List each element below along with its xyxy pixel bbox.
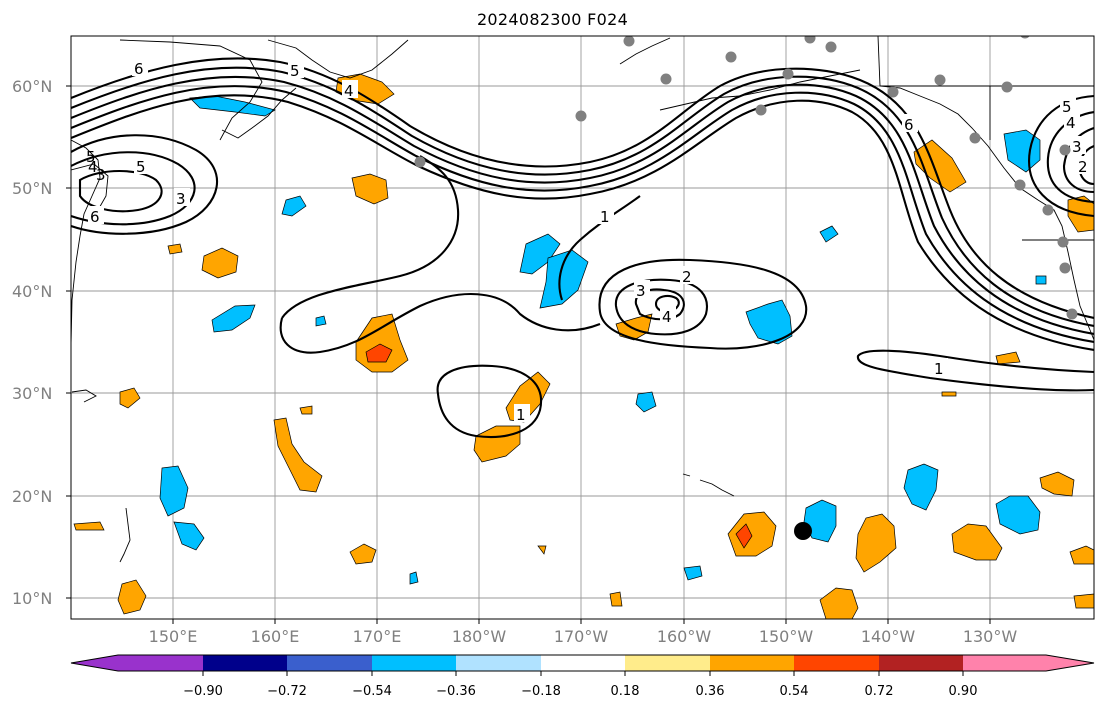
colorbar-segment	[287, 655, 372, 671]
contour-label: 1	[934, 360, 944, 378]
colorbar-tick-label: −0.36	[436, 684, 476, 699]
colorbar-segment	[625, 655, 710, 671]
lat-label: 50°N	[12, 179, 52, 198]
contour-label: 5	[290, 62, 300, 80]
station-marker	[782, 68, 794, 80]
contour-labels: 6 5 4 5 3 6 5 4 3 2 1 2 3 4 1	[86, 58, 1092, 424]
lon-label: 150°W	[759, 627, 814, 646]
colorbar-segment	[71, 655, 203, 671]
colorbar: −0.90 −0.72 −0.54 −0.36 −0.18 0.18 0.36 …	[70, 654, 1095, 699]
station-marker	[1057, 236, 1069, 248]
contour-label: 3	[176, 190, 186, 208]
station-marker	[934, 74, 946, 86]
station-markers	[414, 36, 1078, 320]
contour-label: 6	[134, 60, 144, 78]
contour-label: 5	[86, 148, 96, 166]
shaded-field	[73, 73, 1094, 619]
lat-label: 10°N	[12, 589, 52, 608]
contour-label: 2	[682, 268, 692, 286]
map-background	[71, 36, 1094, 619]
contour-label: 6	[904, 116, 914, 134]
colorbar-tick-label: −0.54	[352, 684, 392, 699]
lat-label: 30°N	[12, 384, 52, 403]
colorbar-segment	[710, 655, 794, 671]
contour-label: 3	[1072, 138, 1082, 156]
latitude-labels: 60°N 50°N 40°N 30°N 20°N 10°N	[12, 77, 52, 608]
contour-label: 4	[344, 82, 354, 100]
colorbar-segment	[456, 655, 541, 671]
colorbar-tick-label: 0.90	[949, 684, 978, 699]
colorbar-segment	[794, 655, 879, 671]
longitude-labels: 150°E 160°E 170°E 180°W 170°W 160°W 150°…	[149, 627, 1018, 646]
station-marker	[887, 86, 899, 98]
map-frame	[70, 35, 1095, 620]
contour-label: 1	[516, 406, 526, 424]
colorbar-segment	[963, 655, 1094, 671]
station-marker	[1059, 144, 1071, 156]
station-marker	[755, 104, 767, 116]
station-marker	[1014, 179, 1026, 191]
contour-label: 3	[96, 166, 106, 184]
colorbar-tick-label: 0.54	[780, 684, 809, 699]
lon-label: 180°W	[452, 627, 507, 646]
colorbar-segment	[203, 655, 287, 671]
station-marker	[1001, 81, 1013, 93]
contours	[71, 57, 1094, 438]
contour-label: 2	[1078, 158, 1088, 176]
station-marker	[1042, 204, 1054, 216]
contour-label: 4	[1066, 114, 1076, 132]
lat-label: 20°N	[12, 487, 52, 506]
station-marker	[825, 41, 837, 53]
contour-label: 3	[636, 282, 646, 300]
station-marker	[804, 36, 816, 44]
lat-label: 60°N	[12, 77, 52, 96]
colorbar-segment	[879, 655, 963, 671]
station-marker	[575, 110, 587, 122]
contour-label: 2	[682, 268, 692, 286]
contour-label: 4	[88, 158, 98, 176]
lat-label: 40°N	[12, 282, 52, 301]
chart-title: 2024082300 F024	[476, 10, 629, 29]
colorbar-tick-label: −0.18	[521, 684, 561, 699]
lon-label: 170°W	[554, 627, 609, 646]
colorbar-tick-label: −0.90	[183, 684, 223, 699]
colorbar-segment	[541, 655, 625, 671]
lon-label: 150°E	[149, 627, 198, 646]
colorbar-tick-label: 0.72	[865, 684, 894, 699]
coastlines	[71, 36, 1094, 563]
storm-position-marker	[794, 522, 812, 540]
contour-label: 1	[600, 208, 610, 226]
lon-label: 160°W	[657, 627, 712, 646]
station-marker	[1059, 262, 1071, 274]
colorbar-segment	[372, 655, 456, 671]
lon-label: 140°W	[861, 627, 916, 646]
station-marker	[1066, 308, 1078, 320]
lon-label: 130°W	[963, 627, 1018, 646]
station-marker	[414, 156, 426, 168]
contour-label: 4	[662, 308, 672, 326]
contour-label: 6	[90, 208, 100, 226]
contour-label: 5	[1062, 98, 1072, 116]
colorbar-tick-label: 0.18	[611, 684, 640, 699]
contour-label: 5	[136, 158, 146, 176]
colorbar-tick-label: 0.36	[696, 684, 725, 699]
station-marker	[1020, 36, 1030, 39]
station-marker	[623, 36, 635, 47]
axis-ticks	[66, 85, 991, 624]
colorbar-tick-label: −0.72	[267, 684, 307, 699]
lon-label: 160°E	[251, 627, 300, 646]
colorbar-outline	[70, 654, 1095, 672]
lon-label: 170°E	[353, 627, 402, 646]
station-marker	[725, 51, 737, 63]
station-marker	[969, 132, 981, 144]
station-marker	[660, 73, 672, 85]
